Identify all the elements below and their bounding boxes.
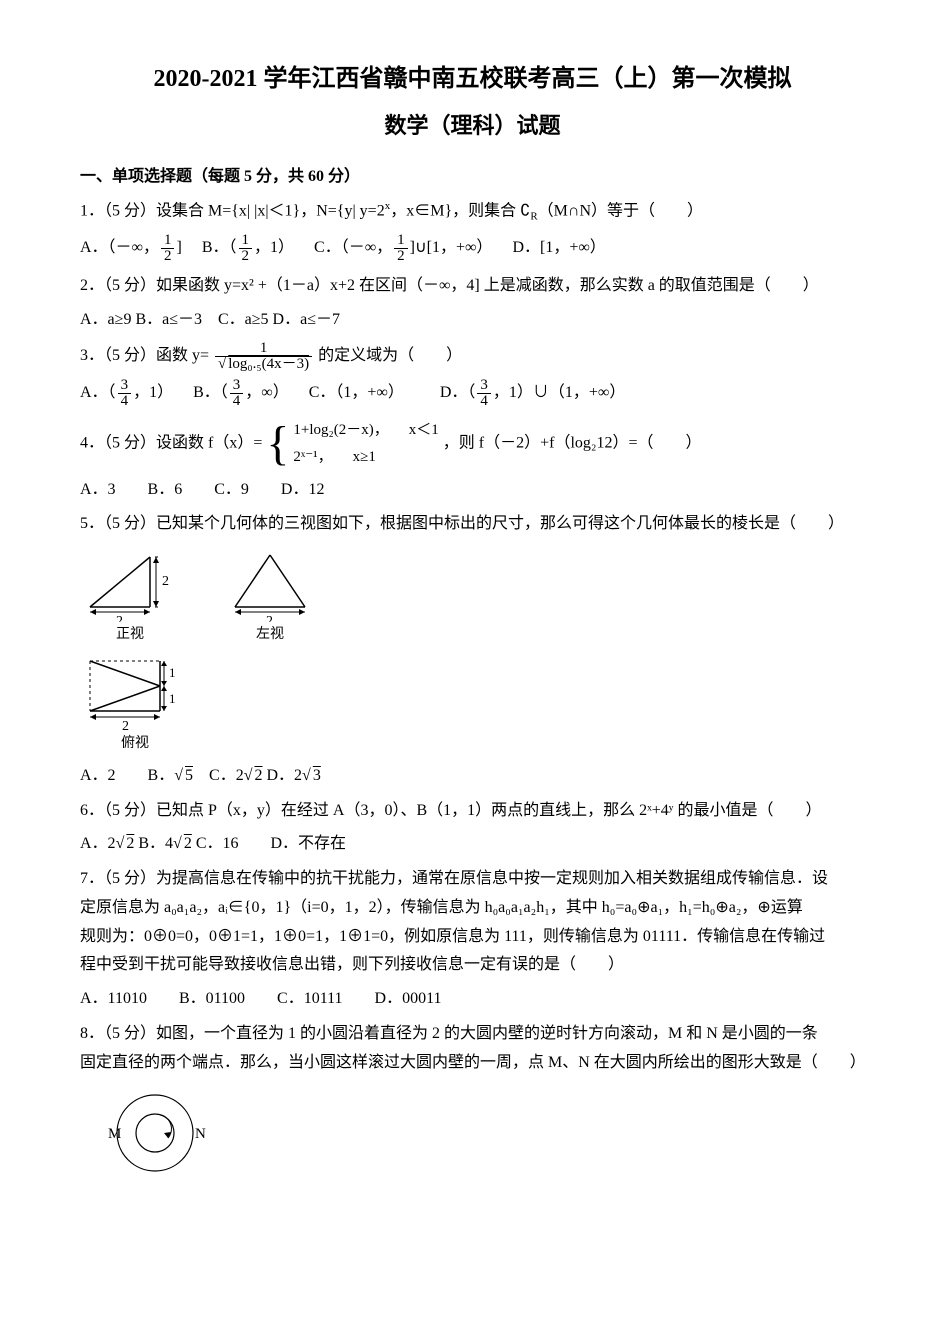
q6-optCD: C．16 D．不存在 [192,835,346,852]
piece2-right: x≥1 [353,444,376,471]
q3-optA-pre: A．（ [80,384,116,401]
q3-optD-mid: ，1）∪（1，+∞） [493,384,625,401]
q7-options: A．11010 B．01100 C．10111 D．00011 [80,986,865,1012]
piece2-left: 2ˣ⁻¹， [293,444,332,471]
piece1-left: 1+log₂(2－x)， [293,417,388,444]
frac-34-1: 34 [118,378,132,409]
q1-optB-post: ，1） [254,240,294,257]
question-1: 1．（5 分）设集合 M={x| |x|＜1}，N={y| y=2x，x∈M}，… [80,197,865,227]
top-view-svg: 1 1 2 [80,651,190,731]
q1-sub: R [530,211,537,223]
q6-options: A．2√2 B．4√2 C．16 D．不存在 [80,831,865,857]
front-view-label: 正视 [80,624,180,646]
question-6: 6．（5 分）已知点 P（x，y）在经过 A（3，0）、B（1，1）两点的直线上… [80,797,865,826]
q1-optD: D．[1，+∞） [512,240,605,257]
q3-stem-pre: 3．（5 分）函数 y= [80,347,209,364]
q8-line1: 8．（5 分）如图，一个直径为 1 的小圆沿着直径为 2 的大圆内壁的逆时针方向… [80,1020,865,1049]
q6-opt-pre: A．2 [80,835,116,852]
frac-34-2: 34 [230,378,244,409]
q7-line3: 规则为：0⊕0=0，0⊕1=1，1⊕0=1，1⊕1=0，例如原信息为 111，则… [80,923,865,952]
q5-diagrams: 2 2 正视 2 左视 [80,547,865,755]
question-8: 8．（5 分）如图，一个直径为 1 的小圆沿着直径为 2 的大圆内壁的逆时针方向… [80,1020,865,1078]
question-4: 4．（5 分）设函数 f（x）= { 1+log₂(2－x)， x＜1 2ˣ⁻¹，… [80,417,865,471]
q3-stem-post: 的定义域为（ ） [318,347,462,364]
q5-optC-pre: C．2 [193,767,244,784]
section-header: 一、单项选择题（每题 5 分，共 60 分） [80,164,865,190]
question-5: 5．（5 分）已知某个几何体的三视图如下，根据图中标出的尺寸，那么可得这个几何体… [80,510,865,539]
frac-half-2: 12 [239,233,253,264]
top-view-label: 俯视 [80,733,190,755]
q1-stem-suffix: （M∩N）等于（ ） [538,203,703,220]
front-view: 2 2 正视 [80,547,180,646]
dim-2-h2: 2 [266,614,273,622]
label-N: N [195,1126,206,1142]
q4-stem-pre: 4．（5 分）设函数 f（x）= [80,435,262,452]
piecewise-function: { 1+log₂(2－x)， x＜1 2ˣ⁻¹， x≥1 [266,417,438,471]
q3-optD-pre: D．（ [440,384,476,401]
side-view-label: 左视 [220,624,320,646]
q1-optC-pre: C．（－∞， [314,240,392,257]
q3-optB-post: ，∞） [245,384,288,401]
q7-line4: 程中受到干扰可能导致接收信息出错，则下列接收信息一定有误的是（ ） [80,951,865,980]
label-M: M [108,1126,121,1142]
dim-2-h3: 2 [122,719,129,731]
q3-options: A．（34，1） B．（34，∞） C．（1，+∞） D．（34，1）∪（1，+… [80,378,865,409]
side-view: 2 左视 [220,547,320,646]
q6-optB-pre: B．4 [134,835,173,852]
q6-optA-sqrt: 2 [124,835,134,852]
q5-optC-sqrt: 2 [252,767,262,784]
rolling-circle-svg: M N [80,1083,230,1183]
question-3: 3．（5 分）函数 y= 1 √log₀.₅(4x－3) 的定义域为（ ） [80,341,865,372]
q5-optD-sqrt: 3 [311,767,321,784]
piece1-right: x＜1 [409,417,439,444]
q3-optB-pre: B．（ [193,384,228,401]
q5-optB-sqrt: 5 [183,767,193,784]
question-2: 2．（5 分）如果函数 y=x² +（1－a）x+2 在区间（－∞，4] 上是减… [80,272,865,301]
q3-optC: C．（1，+∞） [309,384,404,401]
q1-stem-prefix: 1．（5 分）设集合 M={x| |x|＜1}，N={y| y=2 [80,203,385,220]
frac-34-3: 34 [477,378,491,409]
dim-1-a: 1 [169,665,176,680]
q1-optA-pre: A．（－∞， [80,240,159,257]
q5-opts-pre: A．2 B． [80,767,174,784]
dim-1-b: 1 [169,691,176,706]
front-view-svg: 2 2 [80,547,180,622]
q6-optB-sqrt: 2 [182,835,192,852]
q5-options: A．2 B．√5 C．2√2 D．2√3 [80,763,865,789]
q4-stem-post: ，则 f（－2）+f（log₂12）=（ ） [443,435,702,452]
q8-line2: 固定直径的两个端点．那么，当小圆这样滚过大圆内壁的一周，点 M、N 在大圆内所绘… [80,1049,865,1078]
brace-icon: { [266,420,289,468]
q3-frac: 1 √log₀.₅(4x－3) [215,341,312,372]
q2-options: A．a≥9 B．a≤－3 C．a≥5 D．a≤－7 [80,307,865,333]
q4-options: A．3 B．6 C．9 D．12 [80,477,865,503]
dim-2-v: 2 [162,574,169,589]
dim-2-h1: 2 [116,614,123,622]
side-view-svg: 2 [220,547,320,622]
q7-line1: 7．（5 分）为提高信息在传输中的抗干扰能力，通常在原信息中按一定规则加入相关数… [80,865,865,894]
q1-stem-mid: ，x∈M}，则集合 ∁ [390,203,530,220]
q1-options: A．（－∞，12] B．（12，1） C．（－∞，12]∪[1，+∞） D．[1… [80,233,865,264]
frac-half-3: 12 [394,233,408,264]
frac-half-1: 12 [161,233,175,264]
q1-optA-post: ] [176,240,181,257]
q7-line2: 定原信息为 a₀a₁a₂，aᵢ∈{0，1}（i=0，1，2），传输信息为 h₀a… [80,894,865,923]
q5-optD-pre: D．2 [262,767,302,784]
q8-diagram: M N [80,1083,865,1183]
q3-optA-post: ，1） [133,384,173,401]
page-subtitle: 数学（理科）试题 [80,108,865,143]
top-view: 1 1 2 俯视 [80,651,190,755]
page-title: 2020-2021 学年江西省赣中南五校联考高三（上）第一次模拟 [80,60,865,98]
q1-optC-post: ]∪[1，+∞） [410,240,493,257]
question-7: 7．（5 分）为提高信息在传输中的抗干扰能力，通常在原信息中按一定规则加入相关数… [80,865,865,980]
q1-optB-pre: B．（ [202,240,237,257]
